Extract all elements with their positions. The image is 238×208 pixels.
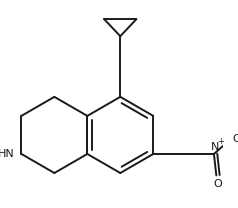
Text: O: O	[233, 134, 238, 144]
Text: O: O	[213, 179, 222, 189]
Text: +: +	[217, 137, 224, 146]
Text: $\mathregular{N}$: $\mathregular{N}$	[210, 140, 219, 152]
Text: HN: HN	[0, 149, 15, 159]
